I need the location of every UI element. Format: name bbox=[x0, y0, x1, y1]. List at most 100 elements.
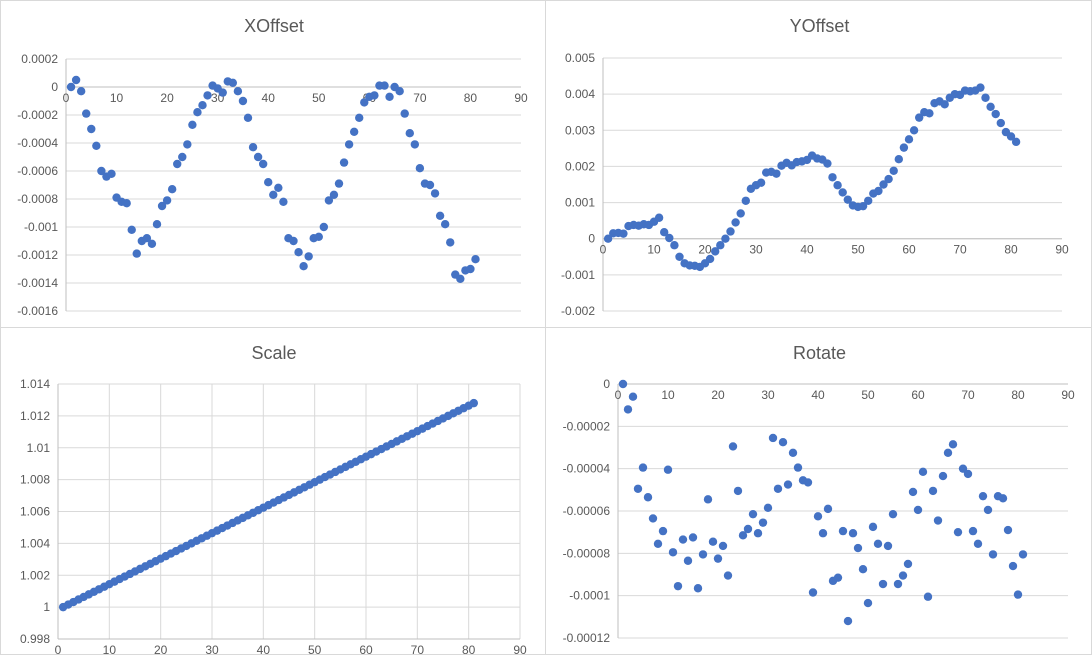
data-point bbox=[808, 588, 818, 597]
data-point bbox=[991, 109, 1000, 119]
data-point bbox=[76, 87, 86, 96]
data-point bbox=[430, 189, 440, 198]
y-tick-label: -0.0012 bbox=[17, 248, 58, 262]
y-tick-label: -0.0016 bbox=[17, 304, 58, 318]
data-point bbox=[400, 109, 409, 118]
x-tick-label: 30 bbox=[761, 388, 775, 402]
data-point bbox=[329, 190, 339, 199]
y-tick-label: -0.002 bbox=[561, 304, 595, 318]
x-tick-label: 70 bbox=[411, 643, 425, 656]
data-point bbox=[198, 101, 207, 110]
data-point bbox=[953, 527, 963, 537]
data-point bbox=[299, 262, 308, 271]
data-point bbox=[713, 554, 723, 563]
data-point bbox=[833, 181, 842, 190]
data-point bbox=[107, 169, 116, 178]
y-tick-label: -0.00004 bbox=[563, 462, 611, 476]
y-tick-label: 0.001 bbox=[565, 196, 595, 210]
data-point bbox=[157, 201, 167, 211]
data-point bbox=[618, 379, 628, 389]
y-tick-label: -0.0001 bbox=[569, 589, 610, 603]
data-point bbox=[728, 442, 738, 451]
x-tick-label: 80 bbox=[464, 91, 478, 105]
data-point bbox=[253, 152, 263, 162]
data-point bbox=[678, 535, 688, 544]
data-point bbox=[933, 516, 943, 525]
y-tick-label: -0.00008 bbox=[563, 546, 611, 560]
x-tick-label: 90 bbox=[1055, 243, 1069, 257]
data-point bbox=[996, 118, 1005, 128]
data-point bbox=[736, 209, 745, 218]
y-tick-label: 0.004 bbox=[565, 87, 595, 101]
x-tick-label: 20 bbox=[711, 388, 725, 402]
y-tick-label: 0 bbox=[603, 377, 610, 391]
data-point bbox=[152, 220, 162, 229]
data-point bbox=[976, 83, 985, 92]
data-point bbox=[938, 471, 948, 481]
data-point bbox=[958, 464, 968, 473]
data-point bbox=[233, 87, 243, 96]
data-point bbox=[675, 252, 684, 261]
y-tick-label: -0.0008 bbox=[17, 192, 58, 206]
data-point bbox=[673, 581, 683, 591]
data-point bbox=[883, 541, 893, 551]
data-point bbox=[731, 218, 740, 227]
data-point bbox=[167, 185, 177, 194]
data-point bbox=[665, 233, 674, 243]
data-point bbox=[981, 93, 990, 102]
x-tick-label: 40 bbox=[800, 243, 814, 257]
data-point bbox=[803, 478, 813, 487]
y-tick-label: 1.012 bbox=[20, 409, 50, 423]
x-tick-label: 30 bbox=[749, 243, 763, 257]
data-point bbox=[721, 234, 730, 243]
x-tick-label: 0 bbox=[55, 643, 62, 656]
x-tick-label: 0 bbox=[63, 91, 70, 105]
data-point bbox=[395, 87, 404, 96]
data-point bbox=[918, 467, 928, 477]
data-point bbox=[653, 539, 663, 549]
data-point bbox=[193, 108, 202, 117]
data-point bbox=[344, 140, 354, 149]
data-point bbox=[913, 505, 923, 515]
data-point bbox=[162, 196, 172, 205]
data-point bbox=[619, 229, 628, 238]
data-point bbox=[279, 197, 288, 206]
x-tick-label: 80 bbox=[1011, 388, 1025, 402]
yoffset-chart: YOffset 0.005 0.004 0.003 0.002 0.001 0 -0.001 -… bbox=[561, 16, 1069, 318]
y-tick-label: 1.01 bbox=[27, 441, 51, 455]
data-point bbox=[879, 180, 888, 189]
data-point bbox=[986, 102, 995, 111]
data-point bbox=[349, 127, 359, 136]
x-tick-label: 0 bbox=[615, 388, 622, 402]
data-point bbox=[711, 247, 720, 256]
data-point bbox=[688, 533, 698, 542]
data-point bbox=[127, 225, 136, 234]
x-tick-label: 90 bbox=[1061, 388, 1075, 402]
data-point bbox=[683, 556, 693, 565]
y-tick-label: -0.0004 bbox=[17, 136, 58, 150]
data-point bbox=[203, 91, 212, 100]
x-tick-label: 90 bbox=[514, 91, 528, 105]
data-point bbox=[828, 173, 837, 182]
data-point bbox=[178, 152, 187, 162]
data-point bbox=[435, 211, 445, 220]
data-point bbox=[415, 164, 425, 173]
data-point bbox=[339, 158, 349, 167]
data-point bbox=[319, 222, 329, 232]
data-point bbox=[868, 522, 878, 532]
data-point bbox=[923, 592, 933, 601]
data-point bbox=[753, 529, 763, 538]
data-point bbox=[743, 524, 753, 534]
data-point bbox=[446, 238, 455, 247]
data-point bbox=[940, 100, 949, 109]
data-point bbox=[973, 539, 983, 549]
x-tick-label: 70 bbox=[961, 388, 975, 402]
data-point bbox=[1006, 132, 1016, 141]
data-point bbox=[183, 140, 192, 149]
chart-panel-xoffset: XOffset 0.0002 0 -0.0002 -0.0004 -0.0006 -0.00… bbox=[0, 0, 546, 328]
data-point bbox=[440, 220, 450, 229]
data-point bbox=[818, 529, 828, 538]
x-tick-label: 50 bbox=[312, 91, 326, 105]
data-point bbox=[66, 82, 76, 92]
data-point bbox=[628, 392, 638, 401]
